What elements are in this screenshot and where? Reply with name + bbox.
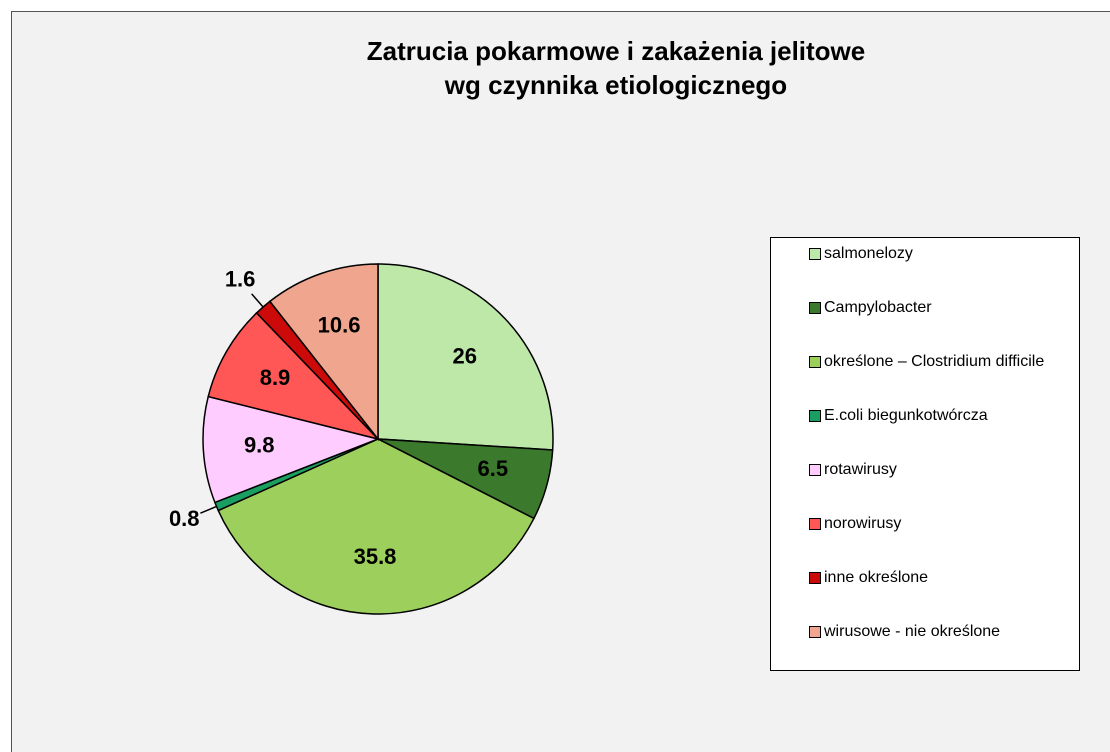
data-label: 8.9	[260, 365, 291, 390]
legend-item: wirusowe - nie określone	[809, 622, 1079, 676]
legend-item: inne określone	[809, 568, 1079, 622]
legend-swatch	[809, 518, 821, 530]
legend-swatch	[809, 464, 821, 476]
data-label: 10.6	[318, 312, 361, 337]
legend-label: inne określone	[824, 569, 929, 586]
legend: salmonelozy Campylobacter określone – Clos…	[770, 237, 1080, 671]
pie-slice	[217, 438, 535, 615]
leader-line	[251, 293, 264, 308]
legend-label: norowirusy	[824, 515, 902, 532]
leader-line	[200, 505, 217, 514]
legend-swatch	[809, 302, 821, 314]
legend-swatch	[809, 356, 821, 368]
data-label: 35.8	[354, 544, 397, 569]
pie-slice	[202, 395, 381, 504]
legend-label: rotawirusy	[824, 461, 897, 478]
legend-swatch	[809, 626, 821, 638]
pie-slice	[207, 311, 381, 441]
data-label: 6.5	[477, 456, 508, 481]
legend-item: określone – Clostridium difficile	[809, 352, 1079, 406]
data-label: 26	[453, 343, 477, 368]
legend-item: Campylobacter	[809, 298, 1079, 352]
legend-swatch	[809, 248, 821, 260]
data-label: 0.8	[169, 506, 200, 531]
legend-label: określone – Clostridium difficile	[824, 353, 1045, 370]
data-label: 1.6	[225, 266, 256, 291]
legend-label: salmonelozy	[824, 245, 913, 262]
data-label: 9.8	[244, 432, 275, 457]
legend-label: E.coli biegunkotwórcza	[824, 407, 988, 424]
legend-label: wirusowe - nie określone	[824, 623, 1001, 640]
legend-item: norowirusy	[809, 514, 1079, 568]
legend-swatch	[809, 410, 821, 422]
legend-item: E.coli biegunkotwórcza	[809, 406, 1079, 460]
legend-item: rotawirusy	[809, 460, 1079, 514]
legend-label: Campylobacter	[824, 299, 932, 316]
legend-item: salmonelozy	[809, 244, 1079, 298]
legend-swatch	[809, 572, 821, 584]
chart-title: Zatrucia pokarmowe i zakażenia jelitowe	[367, 36, 866, 66]
pie-slice	[377, 263, 554, 451]
pie-slice	[268, 263, 379, 442]
chart-title: wg czynnika etiologicznego	[444, 70, 787, 100]
